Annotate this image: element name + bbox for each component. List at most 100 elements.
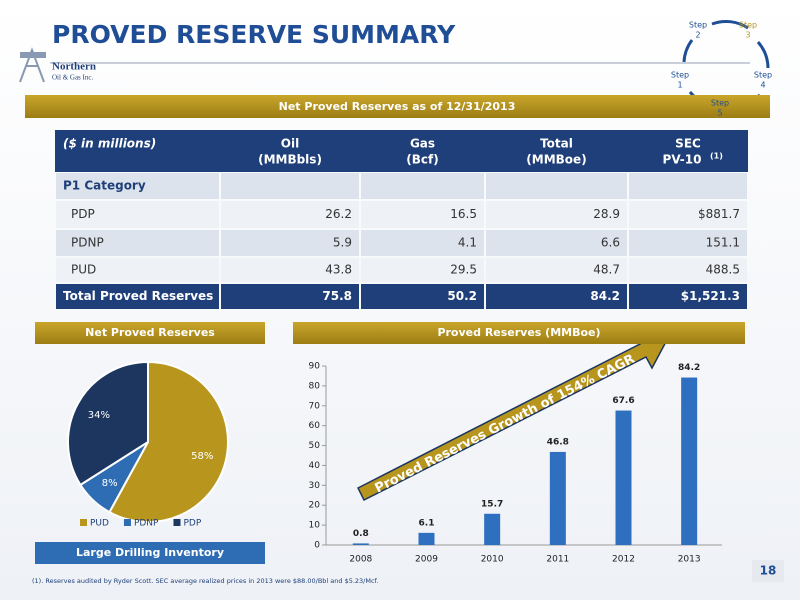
bar [549, 451, 566, 545]
row-label: P1 Category [63, 179, 146, 193]
step-label: Step [711, 99, 729, 108]
table-cell [221, 201, 359, 228]
chart-title: Proved Reserves (MMBoe) [437, 326, 600, 339]
x-tick-label: 2013 [678, 555, 701, 565]
table-value: 16.5 [450, 207, 477, 221]
step-arrow [711, 19, 749, 30]
step-label: 3 [745, 31, 750, 40]
table-cell [56, 201, 219, 228]
total-row-cell [629, 284, 747, 309]
bar [615, 410, 632, 545]
column-unit: (Bcf) [406, 153, 438, 167]
table-cell [361, 201, 484, 228]
logo-icon [19, 47, 45, 83]
table-cell [629, 201, 747, 228]
table-value: 488.5 [706, 263, 740, 277]
step-arrow [682, 39, 694, 63]
table-value: 26.2 [325, 207, 352, 221]
table-cell [486, 258, 627, 282]
table-value: 75.8 [322, 289, 352, 303]
column-unit: (MMBbls) [258, 153, 322, 167]
step-label: 1 [677, 81, 682, 90]
step-label: Step [754, 71, 772, 80]
pie-slice [108, 360, 229, 523]
table-cell [486, 230, 627, 256]
logo-text: Oil & Gas Inc. [52, 74, 93, 82]
caption-bar [35, 542, 265, 564]
column-header: Gas [410, 137, 435, 151]
y-tick-label: 30 [309, 481, 321, 491]
chart-title-bar [35, 322, 265, 344]
table-value: $881.7 [698, 207, 740, 221]
table-value: 151.1 [706, 236, 740, 250]
row-label: PDP [71, 207, 95, 221]
table-cell [361, 173, 484, 199]
total-row-cell [486, 284, 627, 309]
legend-label: PUD [90, 519, 109, 529]
chart-title: Net Proved Reserves [85, 326, 215, 339]
table-cell [361, 230, 484, 256]
bar-value-label: 46.8 [547, 437, 569, 447]
bar [418, 532, 435, 545]
table-cell [629, 258, 747, 282]
bar-value-label: 84.2 [678, 363, 700, 373]
table-cell [629, 230, 747, 256]
table-value: 28.9 [593, 207, 620, 221]
table-header [55, 130, 748, 172]
page-number-box [752, 560, 784, 582]
logo-text: Northern [52, 61, 96, 73]
y-tick-label: 0 [314, 541, 320, 551]
step-label: 5 [717, 109, 722, 118]
table-value: 43.8 [325, 263, 352, 277]
column-unit: PV-10 [663, 153, 702, 167]
table-value: 6.6 [601, 236, 620, 250]
legend-label: PDNP [134, 519, 159, 529]
table-cell [486, 201, 627, 228]
table-cell [221, 258, 359, 282]
column-header: Oil [281, 137, 299, 151]
column-note: (1) [710, 152, 723, 161]
divider [50, 62, 750, 64]
x-tick-label: 2009 [415, 555, 438, 565]
bar [484, 513, 501, 545]
column-unit: (MMBoe) [526, 153, 586, 167]
chart-title-bar [293, 322, 745, 344]
table-value: 48.7 [593, 263, 620, 277]
table-value: 84.2 [590, 289, 620, 303]
y-tick-label: 10 [309, 521, 321, 531]
step-label: 2 [695, 31, 700, 40]
step-label: Step [671, 71, 689, 80]
table-cell [629, 173, 747, 199]
table-cell [361, 258, 484, 282]
table-cell [56, 173, 219, 199]
page-number: 18 [760, 564, 777, 578]
y-tick-label: 40 [309, 461, 321, 471]
logo: Northern Oil & Gas Inc. [19, 47, 96, 83]
y-tick-label: 20 [309, 501, 321, 511]
pie-label: 58% [191, 451, 213, 462]
bar [352, 543, 369, 545]
table-value: $1,521.3 [681, 289, 740, 303]
x-tick-label: 2011 [546, 555, 569, 565]
bar-value-label: 6.1 [419, 518, 435, 528]
column-header: ($ in millions) [63, 137, 156, 151]
legend-swatch [173, 519, 181, 526]
y-tick-label: 90 [309, 362, 321, 372]
row-label: PDNP [71, 236, 104, 250]
bar-value-label: 67.6 [612, 396, 634, 406]
step-label: Step [739, 21, 757, 30]
y-tick-label: 50 [309, 441, 321, 451]
pie-label: 34% [88, 410, 110, 421]
bar-value-label: 0.8 [353, 529, 369, 539]
footnote: (1). Reserves audited by Ryder Scott. SE… [32, 577, 378, 585]
step-arrow [756, 41, 770, 69]
table-value: 50.2 [447, 289, 477, 303]
bar [681, 377, 698, 545]
row-label: Total Proved Reserves [63, 289, 213, 303]
row-label: PUD [71, 263, 96, 277]
legend-swatch [123, 519, 131, 526]
y-tick-label: 80 [309, 381, 321, 391]
total-row-cell [221, 284, 359, 309]
table-cell [56, 230, 219, 256]
